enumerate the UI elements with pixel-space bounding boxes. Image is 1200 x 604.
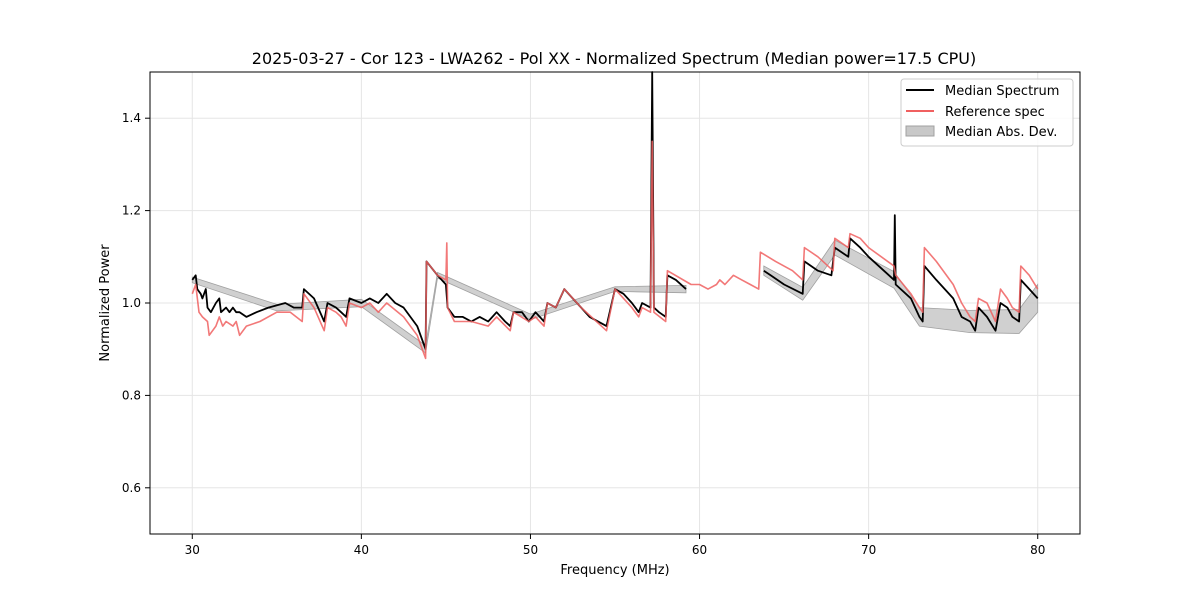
y-tick-label: 1.4 [122, 111, 141, 125]
y-tick-label: 1.2 [122, 204, 141, 218]
median-spectrum-line [763, 214, 1039, 332]
chart-title: 2025-03-27 - Cor 123 - LWA262 - Pol XX -… [252, 49, 976, 68]
legend: Median Spectrum Reference spec Median Ab… [900, 78, 1074, 147]
mad-band-area [191, 271, 687, 354]
y-tick-label: 0.6 [122, 481, 141, 495]
spectrum-lines [191, 71, 1039, 360]
x-tick-label: 30 [185, 543, 200, 557]
x-tick-label: 50 [523, 543, 538, 557]
legend-box [900, 78, 1074, 147]
x-tick-label: 80 [1030, 543, 1045, 557]
y-axis-label: Normalized Power [98, 244, 113, 362]
x-axis-label: Frequency (MHz) [560, 563, 669, 578]
y-tick-label: 1.0 [122, 296, 141, 310]
y-tick-label: 0.8 [122, 388, 141, 402]
axis-ticks: 30 40 50 60 70 80 0.6 0.8 1.0 1.2 1.4 [122, 111, 1045, 557]
reference-spectrum-line [191, 140, 1039, 360]
legend-label-mad: Median Abs. Dev. [945, 125, 1057, 140]
x-tick-label: 40 [354, 543, 369, 557]
x-tick-label: 60 [692, 543, 707, 557]
x-tick-label: 70 [861, 543, 876, 557]
legend-swatch-mad [905, 125, 935, 137]
legend-label-median: Median Spectrum [945, 84, 1059, 99]
legend-label-reference: Reference spec [945, 105, 1045, 120]
